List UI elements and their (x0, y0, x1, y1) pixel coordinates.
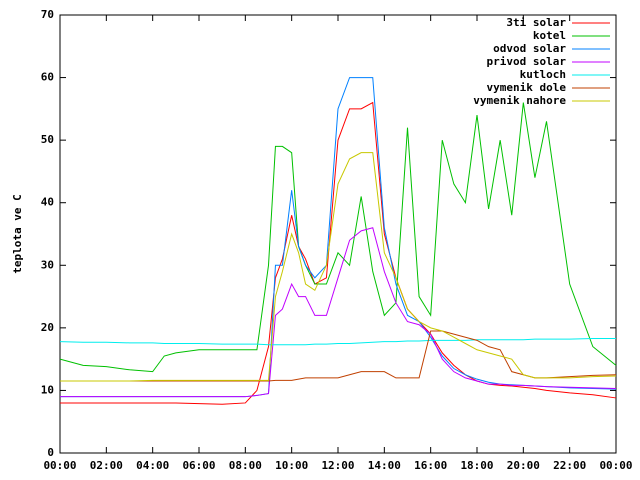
series-line (60, 101, 617, 405)
series-line (60, 77, 617, 398)
x-tick-label: 08:00 (229, 459, 262, 472)
x-tick-label: 20:00 (507, 459, 540, 472)
y-tick-label: 0 (47, 446, 54, 459)
x-tick-label: 10:00 (275, 459, 308, 472)
legend-label: vymenik nahore (473, 94, 566, 107)
y-axis-label: teplota ve C (11, 194, 24, 273)
x-tick-label: 02:00 (90, 459, 123, 472)
y-tick-label: 10 (41, 383, 54, 396)
series-line (59, 337, 616, 346)
y-tick-label: 60 (41, 71, 54, 84)
y-tick-label: 20 (41, 321, 54, 334)
x-tick-label: 04:00 (136, 459, 169, 472)
legend-label: 3ti solar (506, 16, 566, 29)
y-tick-label: 30 (41, 258, 54, 271)
x-tick-label: 14:00 (368, 459, 401, 472)
x-tick-label: 18:00 (460, 459, 493, 472)
series-line (60, 227, 617, 398)
x-tick-label: 12:00 (321, 459, 354, 472)
legend-label: kutloch (520, 68, 566, 81)
x-tick-label: 00:00 (599, 459, 632, 472)
x-tick-label: 22:00 (553, 459, 586, 472)
x-tick-label: 00:00 (43, 459, 76, 472)
x-tick-label: 06:00 (182, 459, 215, 472)
y-tick-label: 70 (41, 8, 54, 21)
legend-label: odvod solar (493, 42, 566, 55)
x-tick-label: 16:00 (414, 459, 447, 472)
series-line (60, 152, 617, 382)
series-line (60, 330, 617, 382)
series-line (59, 102, 617, 373)
legend-label: vymenik dole (487, 81, 567, 94)
legend-label: kotel (533, 29, 566, 42)
y-tick-label: 50 (41, 133, 54, 146)
y-tick-label: 40 (41, 196, 54, 209)
legend-label: privod solar (487, 55, 567, 68)
